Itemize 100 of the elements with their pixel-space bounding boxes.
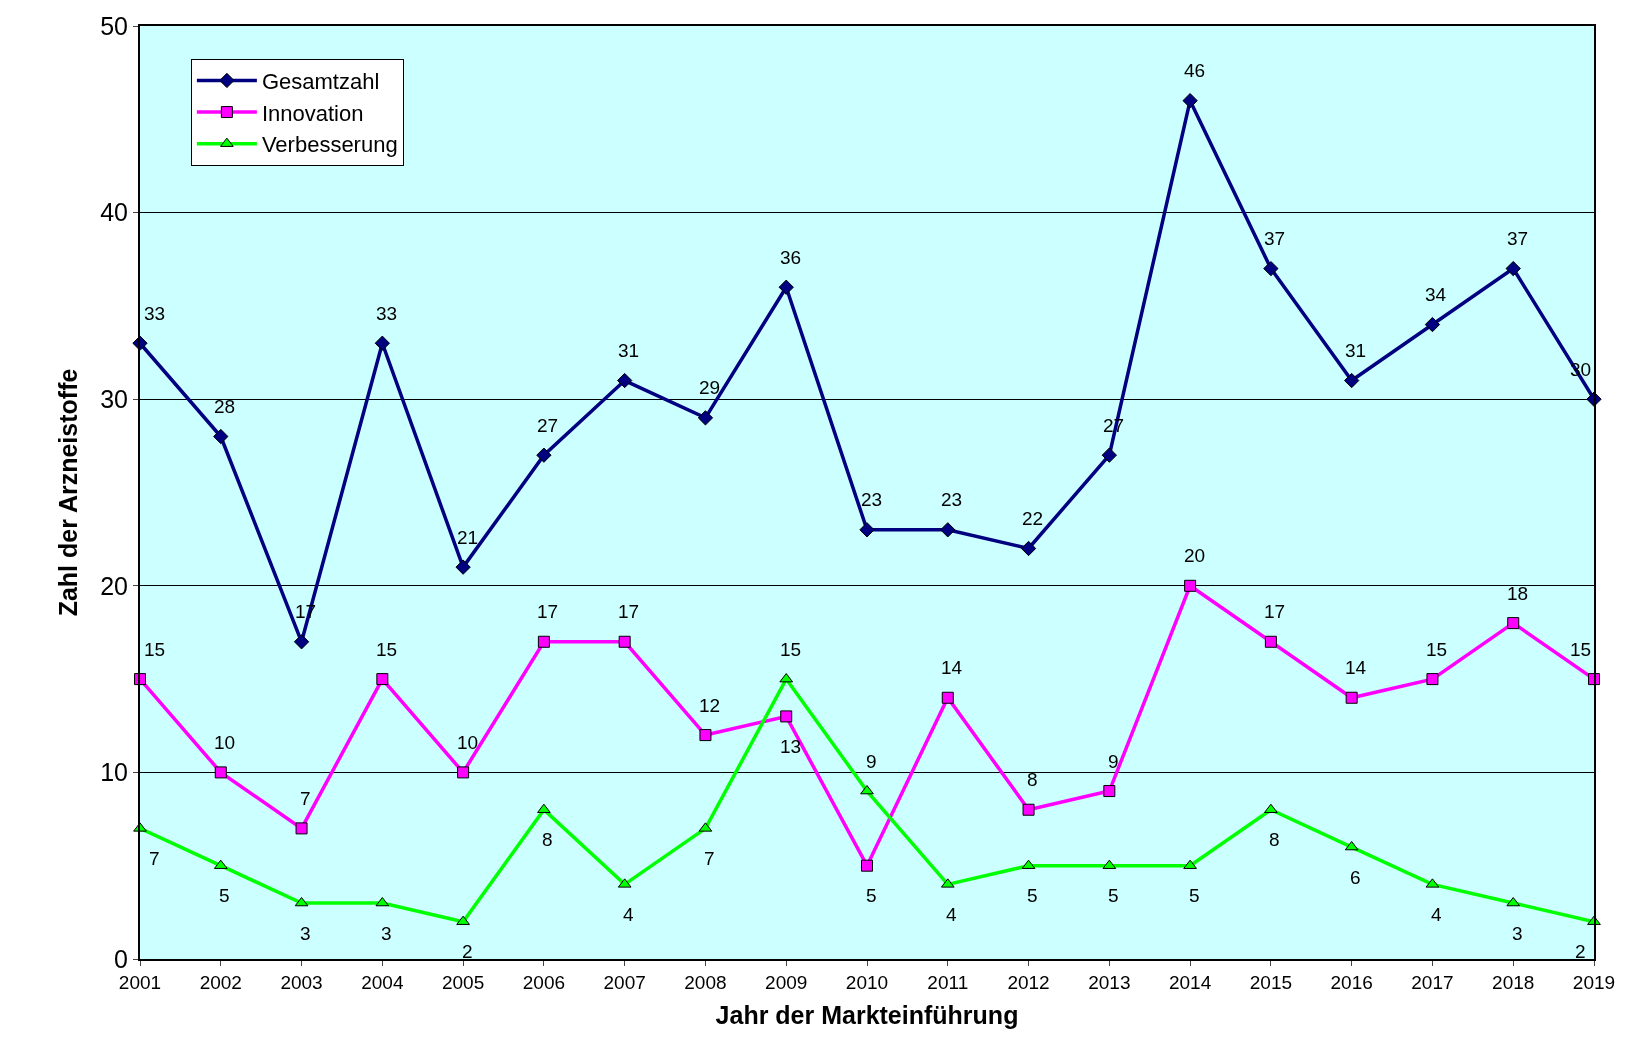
x-tick-label: 2007 [603, 971, 646, 993]
point [537, 803, 551, 813]
point [859, 522, 875, 538]
data-label: 37 [1264, 228, 1286, 249]
data-label: 5 [219, 885, 230, 906]
data-label: 15 [1426, 639, 1448, 660]
data-label: 14 [1345, 657, 1367, 678]
y-axis-title: Zahl der Arzneistoffe [54, 368, 83, 617]
data-label: 5 [1108, 885, 1119, 906]
data-label: 4 [1431, 904, 1442, 925]
x-tick-label: 2014 [1168, 971, 1212, 993]
data-label: 31 [1345, 340, 1367, 361]
x-tick-label: 2018 [1492, 971, 1535, 993]
point [1505, 260, 1521, 277]
point [1426, 673, 1439, 686]
data-label: 33 [144, 303, 166, 324]
x-tick-label: 2011 [927, 971, 969, 993]
point [1184, 579, 1197, 592]
data-label: 17 [537, 601, 559, 622]
data-label: 3 [1512, 923, 1523, 944]
legend-label: Verbesserung [261, 132, 398, 158]
data-label: 10 [457, 732, 479, 753]
point [295, 822, 308, 835]
x-tick-label: 2009 [765, 971, 808, 993]
point [1344, 372, 1360, 389]
point [1424, 316, 1441, 333]
point [1263, 260, 1279, 277]
point [618, 635, 631, 648]
point [617, 372, 633, 389]
data-label: 31 [618, 340, 640, 361]
x-tick-label: 2015 [1249, 971, 1293, 993]
x-tick-label: 2012 [1007, 971, 1050, 993]
point [1345, 691, 1358, 704]
point [537, 635, 550, 648]
x-tick-label: 2001 [118, 971, 162, 993]
data-label: 4 [946, 904, 957, 925]
data-label: 8 [542, 829, 553, 850]
x-tick-label: 2002 [199, 971, 242, 993]
x-tick-label: 2008 [684, 971, 727, 993]
point [940, 522, 956, 538]
data-label: 9 [866, 751, 877, 772]
data-label: 29 [699, 377, 721, 398]
x-tick-label: 2019 [1572, 971, 1616, 993]
point [374, 335, 390, 351]
data-label: 6 [1350, 867, 1361, 888]
y-tick-label: 0 [114, 944, 128, 973]
data-label: 27 [537, 415, 559, 436]
point [1103, 785, 1116, 798]
data-label: 15 [144, 639, 166, 660]
data-label: 12 [699, 695, 721, 716]
point [455, 559, 471, 575]
y-tick-label: 40 [100, 198, 128, 227]
point [941, 691, 954, 704]
point [214, 766, 227, 779]
data-label: 46 [1184, 60, 1206, 81]
point [1101, 447, 1117, 463]
y-tick-label: 10 [100, 758, 128, 787]
point [778, 279, 794, 295]
data-label: 23 [941, 489, 963, 510]
point [1020, 540, 1037, 557]
x-tick-label: 2005 [441, 971, 485, 993]
data-label: 5 [866, 885, 877, 906]
data-label: 37 [1507, 228, 1529, 249]
y-tick-label: 20 [100, 571, 128, 600]
data-label: 20 [1184, 545, 1206, 566]
point [536, 447, 552, 463]
point [780, 710, 793, 723]
point [1264, 635, 1277, 648]
point [457, 766, 470, 779]
data-label: 13 [780, 736, 802, 757]
data-label: 7 [149, 848, 160, 869]
data-label: 17 [1264, 601, 1286, 622]
x-tick-label: 2016 [1330, 971, 1373, 993]
data-label: 34 [1425, 284, 1447, 305]
data-label: 3 [300, 923, 311, 944]
point [456, 915, 470, 925]
data-label: 33 [376, 303, 398, 324]
legend-label: Gesamtzahl [261, 69, 380, 95]
x-axis-title: Jahr der Markteinführung [715, 1001, 1019, 1030]
y-tick-label: 50 [100, 11, 128, 40]
point [1022, 803, 1035, 816]
data-label: 4 [623, 904, 634, 925]
data-label: 2 [1575, 941, 1586, 962]
point [861, 859, 873, 872]
point [293, 634, 310, 650]
data-label: 28 [214, 396, 236, 417]
data-label: 10 [214, 732, 236, 753]
point [1507, 617, 1520, 630]
data-label: 7 [300, 788, 311, 809]
data-label: 8 [1027, 769, 1038, 790]
data-label: 2 [462, 941, 473, 962]
data-label: 15 [376, 639, 398, 660]
data-label: 3 [381, 923, 392, 944]
legend-label: Innovation [261, 100, 364, 126]
point [860, 785, 874, 795]
data-label: 7 [704, 848, 715, 869]
data-label: 15 [1570, 639, 1592, 660]
x-tick-label: 2006 [522, 971, 566, 993]
point [376, 673, 389, 686]
data-label: 5 [1189, 885, 1200, 906]
